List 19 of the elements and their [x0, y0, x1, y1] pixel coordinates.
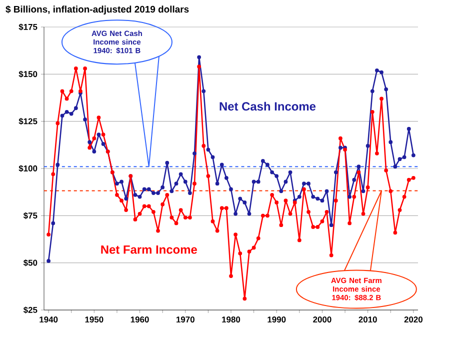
x-tick-label: 1980 [222, 316, 240, 323]
y-axis-title: $ Billions, inflation-adjusted 2019 dollars [6, 5, 189, 14]
x-tick-label: 1970 [176, 316, 194, 323]
x-tick-label: 2010 [358, 316, 377, 323]
series-label: Net Farm Income [101, 245, 197, 254]
y-tick-label: $175 [18, 24, 38, 30]
series-label: Net Cash Income [220, 102, 316, 111]
x-tick-label: 1940 [40, 316, 58, 323]
x-tick-label: 1950 [85, 316, 104, 323]
y-tick-label: $150 [18, 70, 38, 78]
x-tick-label: 1990 [268, 316, 286, 323]
x-tick-label: 2020 [404, 316, 422, 323]
y-tick-label: $125 [18, 118, 38, 125]
x-tick-label: 2000 [313, 316, 332, 323]
x-tick-label: 1960 [130, 316, 149, 323]
y-tick-label: $50 [23, 259, 38, 266]
y-tick-label: $100 [18, 165, 38, 172]
y-tick-label: $75 [23, 212, 38, 220]
y-tick-label: $25 [23, 306, 38, 314]
